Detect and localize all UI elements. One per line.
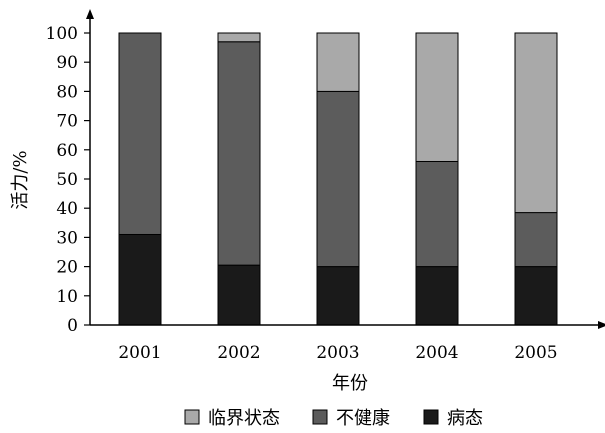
legend-label: 不健康 — [336, 408, 390, 429]
bar-segment-2003-2 — [316, 32, 360, 92]
bar-segment-2005-2 — [514, 32, 558, 214]
bar-segment-2001-0 — [118, 233, 162, 326]
bar-segment-2005-1 — [514, 212, 558, 268]
bar-segment-2004-0 — [415, 266, 459, 326]
x-tick-label: 2003 — [316, 343, 359, 363]
y-tick-label: 50 — [56, 170, 78, 190]
x-tick-label: 2005 — [514, 343, 557, 363]
y-axis-title: 活力/% — [10, 150, 31, 209]
y-tick-label: 0 — [67, 316, 78, 336]
y-tick-label: 70 — [56, 112, 78, 132]
legend-label: 临界状态 — [208, 408, 280, 429]
y-tick-label: 20 — [56, 258, 78, 278]
bar-segment-2005-0 — [514, 266, 558, 326]
x-tick-label: 2004 — [415, 343, 458, 363]
y-tick-label: 90 — [56, 53, 78, 73]
y-tick-label: 100 — [46, 24, 78, 44]
y-tick-label: 10 — [56, 287, 78, 307]
bars-layer — [118, 32, 558, 326]
x-tick-label: 2001 — [118, 343, 161, 363]
bar-segment-2004-1 — [415, 160, 459, 268]
legend: 临界状态 不健康 病态 — [184, 408, 483, 429]
x-axis-title: 年份 — [332, 373, 368, 394]
bar-segment-2002-2 — [217, 32, 261, 43]
bar-segment-2001-1 — [118, 32, 162, 235]
legend-label: 病态 — [447, 408, 483, 429]
y-tick-label: 60 — [56, 141, 78, 161]
x-tick-label: 2002 — [217, 343, 260, 363]
y-tick-label: 80 — [56, 82, 78, 102]
bar-segment-2002-1 — [217, 41, 261, 266]
legend-swatch — [184, 409, 200, 425]
y-tick-label: 30 — [56, 228, 78, 248]
y-tick-label: 40 — [56, 199, 78, 219]
axes-layer — [86, 9, 605, 329]
bar-segment-2003-0 — [316, 266, 360, 326]
legend-swatch — [423, 409, 439, 425]
bar-segment-2004-2 — [415, 32, 459, 162]
y-ticks-layer: 0 10 20 30 40 50 60 70 80 90 100 — [46, 24, 90, 336]
legend-swatch — [312, 409, 328, 425]
bar-segment-2003-1 — [316, 90, 360, 268]
x-ticks-layer: 2001 2002 2003 2004 2005 — [118, 343, 557, 363]
bar-segment-2002-0 — [217, 264, 261, 326]
